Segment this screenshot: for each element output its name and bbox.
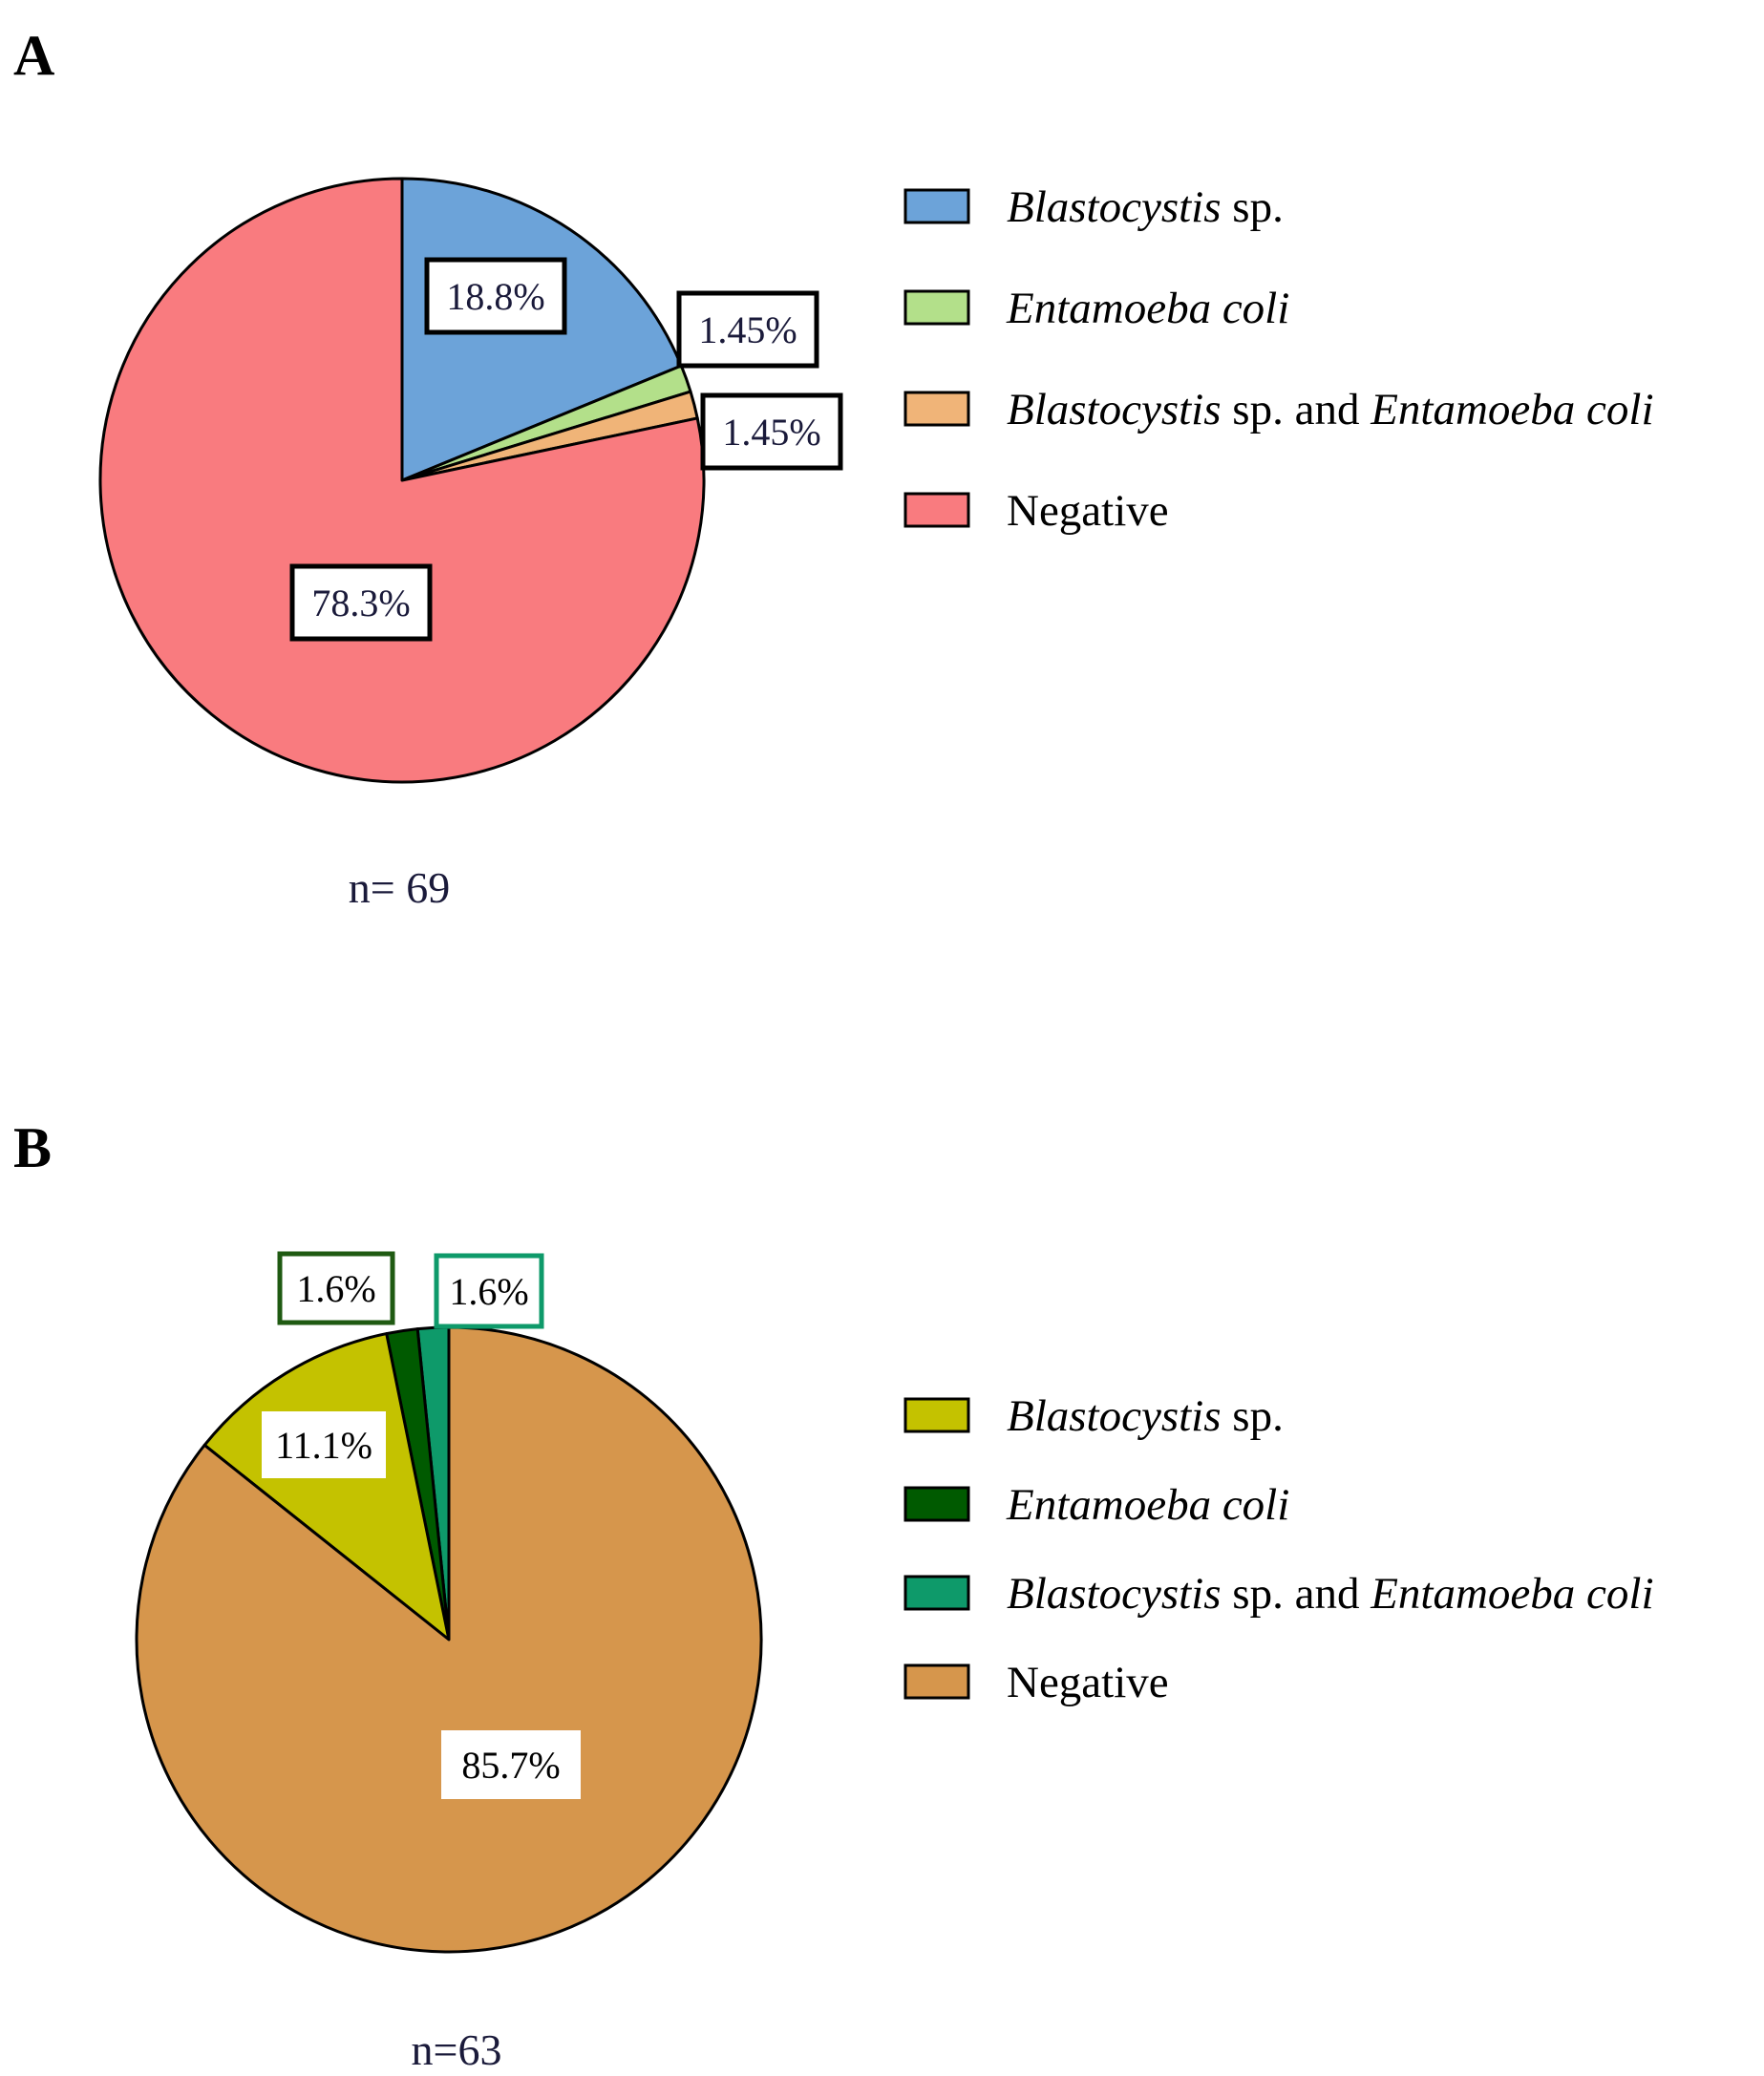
- legend-label: Blastocystis sp.: [1007, 182, 1284, 232]
- slice-label-negative: 85.7%: [441, 1730, 581, 1799]
- legend-label: Negative: [1007, 486, 1169, 536]
- legend-swatch: [903, 1486, 970, 1522]
- slice-label-blastocystis-sp-and-entamoeba-coli: 1.45%: [700, 392, 843, 471]
- legend-swatch: [903, 1575, 970, 1611]
- sample-size-a: n= 69: [349, 863, 450, 912]
- legend-swatch: [903, 188, 970, 224]
- legend-label: Negative: [1007, 1658, 1169, 1707]
- pie-slice-blastocystis-sp: [202, 1332, 451, 1642]
- legend-item: Blastocystis sp.: [903, 1391, 1284, 1441]
- legend-swatch: [903, 492, 970, 528]
- legend-swatch: [903, 1663, 970, 1700]
- panel-a: A 18.8% 1.45% 1.45% 78.3% Blastocystis sp. E…: [13, 24, 1654, 912]
- legend-label: Entamoeba coli: [1006, 284, 1289, 333]
- data-label: 1.45%: [698, 308, 797, 351]
- slice-label-blastocystis-sp: 11.1%: [262, 1411, 386, 1478]
- legend-item: Blastocystis sp.: [903, 182, 1284, 232]
- slice-label-blastocystis-sp-and-entamoeba-coli: 1.6%: [434, 1253, 544, 1329]
- panel-letter-a: A: [13, 24, 54, 87]
- panel-b: B 1.6% 1.6% 11.1% 85.7% Blastocystis sp. Ent…: [13, 1116, 1654, 2074]
- legend-label: Blastocystis sp. and Entamoeba coli: [1007, 1569, 1654, 1619]
- legend-a: Blastocystis sp. Entamoeba coli Blastocyst…: [903, 182, 1654, 536]
- legend-swatch: [903, 289, 970, 326]
- data-label: 18.8%: [446, 275, 544, 318]
- slice-label-negative: 78.3%: [289, 563, 433, 642]
- pie-chart-a: [98, 177, 706, 784]
- slice-label-box: [289, 563, 433, 642]
- slice-label-blastocystis-sp: 18.8%: [424, 257, 567, 335]
- legend-b: Blastocystis sp. Entamoeba coli Blastocyst…: [903, 1391, 1654, 1707]
- legend-item: Negative: [903, 1658, 1169, 1707]
- data-label: 78.3%: [311, 582, 410, 625]
- slice-label-box: [434, 1253, 544, 1329]
- slice-labels-a: 18.8% 1.45% 1.45% 78.3%: [289, 257, 843, 642]
- legend-item: Negative: [903, 486, 1169, 536]
- slice-label-entamoeba-coli: 1.6%: [277, 1251, 395, 1325]
- data-label: 1.6%: [449, 1270, 528, 1313]
- legend-item: Blastocystis sp. and Entamoeba coli: [903, 385, 1654, 434]
- legend-label: Blastocystis sp. and Entamoeba coli: [1007, 385, 1654, 434]
- data-label: 85.7%: [461, 1744, 560, 1787]
- pie-slice-negative: [135, 1325, 763, 1954]
- slice-label-box: [700, 392, 843, 471]
- panel-letter-b: B: [13, 1116, 52, 1179]
- slice-labels-b: 1.6% 1.6% 11.1% 85.7%: [262, 1251, 581, 1799]
- legend-label: Entamoeba coli: [1006, 1480, 1289, 1530]
- data-label: 1.6%: [296, 1267, 375, 1310]
- slice-label-box: [424, 257, 567, 335]
- legend-label: Blastocystis sp.: [1007, 1391, 1284, 1441]
- pie-chart-b: [135, 1325, 763, 1954]
- slice-label-box: [676, 290, 819, 369]
- data-label: 1.45%: [722, 411, 820, 454]
- slice-label-box: [441, 1730, 581, 1799]
- sample-size-b: n=63: [412, 2025, 502, 2074]
- legend-item: Entamoeba coli: [903, 284, 1289, 333]
- legend-item: Blastocystis sp. and Entamoeba coli: [903, 1569, 1654, 1619]
- slice-label-entamoeba-coli: 1.45%: [676, 290, 819, 369]
- pie-slice-negative: [98, 177, 706, 784]
- legend-item: Entamoeba coli: [903, 1480, 1289, 1530]
- legend-swatch: [903, 1397, 970, 1433]
- legend-swatch: [903, 391, 970, 427]
- slice-label-box: [262, 1411, 386, 1478]
- data-label: 11.1%: [275, 1424, 372, 1467]
- slice-label-box: [277, 1251, 395, 1325]
